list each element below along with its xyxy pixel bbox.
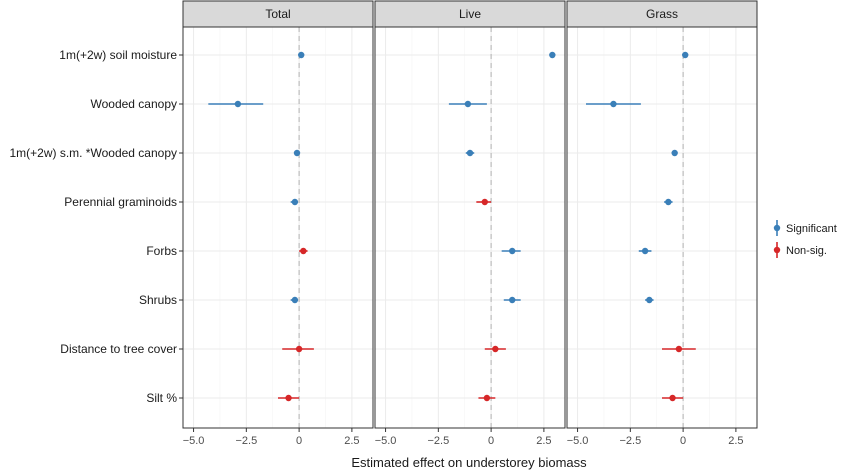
x-tick-label: −2.5 xyxy=(235,435,257,447)
estimate-point xyxy=(610,100,617,108)
estimate-point xyxy=(300,247,307,255)
estimate-point xyxy=(464,100,472,108)
panel-background xyxy=(182,26,374,429)
x-tick-label: 0 xyxy=(296,435,302,447)
estimate-point xyxy=(641,247,649,255)
panel-total: Total −5.0 −2.5 0 2.5 xyxy=(182,0,374,447)
y-tick-label: Shrubs xyxy=(139,293,177,307)
y-tick-label: 1m(+2w) soil moisture xyxy=(59,48,177,62)
estimate-point xyxy=(665,198,672,206)
legend-key-point xyxy=(773,224,781,232)
panel-grass: Grass −5.0 −2.5 0 2.5 xyxy=(566,0,758,447)
estimate-point xyxy=(466,149,474,157)
panel-title: Total xyxy=(265,7,290,21)
legend-item-significant: Significant xyxy=(773,220,837,236)
estimate-point xyxy=(295,345,303,353)
estimate-point xyxy=(549,51,556,59)
x-tick-label: −2.5 xyxy=(427,435,449,447)
legend-label: Non-sig. xyxy=(786,245,827,257)
estimate-point xyxy=(492,345,499,353)
panel-border xyxy=(566,26,758,429)
estimate-point xyxy=(291,198,299,206)
panel-title: Grass xyxy=(646,7,678,21)
legend-key-point xyxy=(773,246,781,254)
x-tick-label: −2.5 xyxy=(619,435,641,447)
y-tick-label: Wooded canopy xyxy=(90,97,177,111)
legend-item-nonsig: Non-sig. xyxy=(773,242,827,258)
panel-strip xyxy=(566,0,758,28)
x-tick-label: 2.5 xyxy=(344,435,359,447)
y-tick-label: Perennial graminoids xyxy=(64,195,177,209)
y-tick-label: Distance to tree cover xyxy=(60,342,177,356)
estimate-point xyxy=(509,247,516,255)
panel-border xyxy=(374,26,566,429)
y-tick-label: Forbs xyxy=(146,244,177,258)
panels-layer: Total −5.0 −2.5 0 2.5 Live −5.0 −2.5 0 2.5 Grass −5… xyxy=(182,0,758,447)
x-tick-label: 2.5 xyxy=(536,435,551,447)
panel-background xyxy=(566,26,758,429)
panel-strip xyxy=(182,0,374,28)
x-tick-label: −5.0 xyxy=(567,435,589,447)
x-axis-label: Estimated effect on understorey biomass xyxy=(351,455,587,470)
panel-title: Live xyxy=(459,7,481,21)
estimate-point xyxy=(646,296,653,304)
estimate-point xyxy=(483,394,491,402)
estimate-point xyxy=(285,394,292,402)
estimate-point xyxy=(509,296,516,304)
estimate-point xyxy=(481,198,488,206)
x-tick-label: −5.0 xyxy=(375,435,397,447)
panel-border xyxy=(182,26,374,429)
legend-label: Significant xyxy=(786,223,837,235)
legend: Significant Non-sig. xyxy=(773,220,837,258)
x-tick-label: 0 xyxy=(680,435,686,447)
y-tick-label: Silt % xyxy=(146,391,177,405)
estimate-point xyxy=(669,394,676,402)
estimate-point xyxy=(298,51,305,59)
estimate-point xyxy=(671,149,678,157)
estimate-point xyxy=(682,51,689,59)
x-tick-label: 0 xyxy=(488,435,494,447)
y-axis-labels: 1m(+2w) soil moisture Wooded canopy 1m(+2w… xyxy=(9,48,183,405)
panel-background xyxy=(374,26,566,429)
x-tick-label: 2.5 xyxy=(728,435,743,447)
estimate-point xyxy=(291,296,299,304)
x-tick-label: −5.0 xyxy=(183,435,205,447)
estimate-point xyxy=(293,149,301,157)
panel-live: Live −5.0 −2.5 0 2.5 xyxy=(374,0,566,447)
estimate-point xyxy=(675,345,683,353)
estimate-point xyxy=(234,100,242,108)
y-tick-label: 1m(+2w) s.m. *Wooded canopy xyxy=(9,146,177,160)
